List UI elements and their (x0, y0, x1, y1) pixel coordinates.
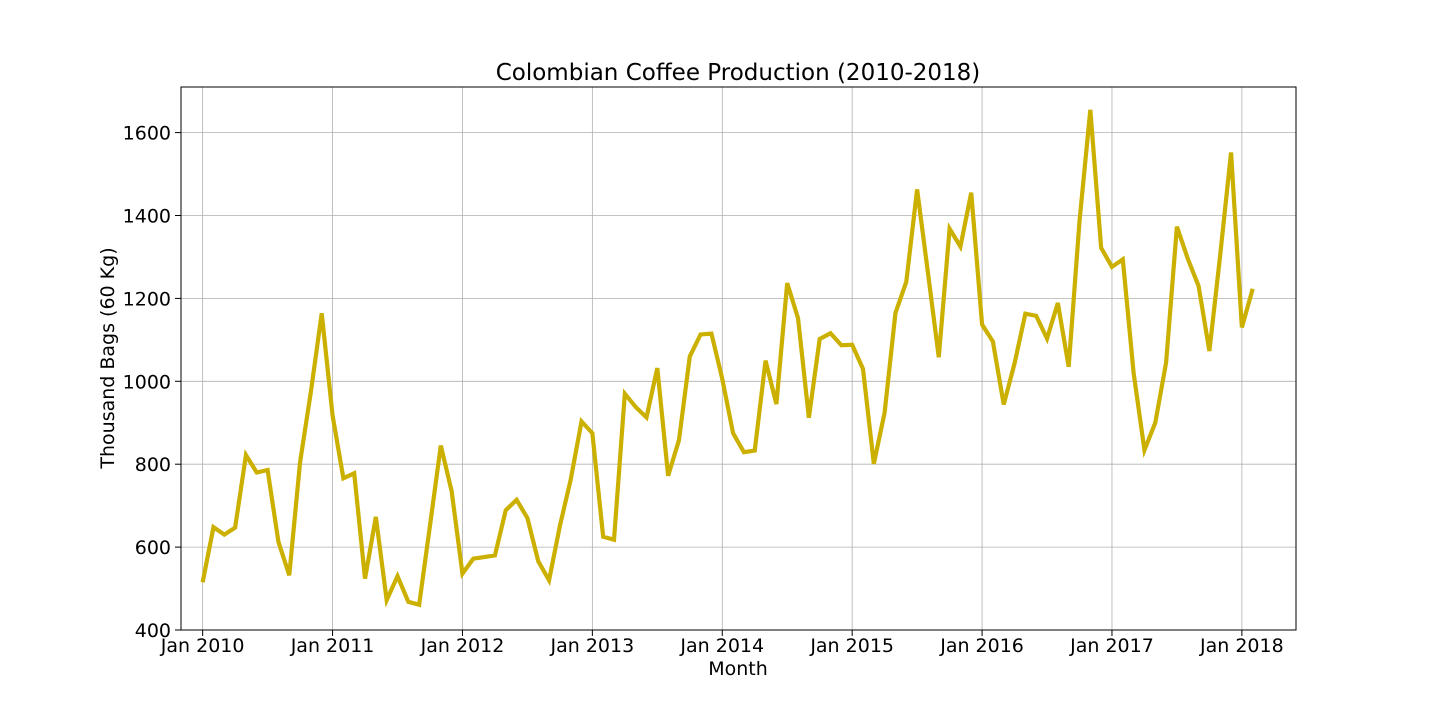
chart-title: Colombian Coffee Production (2010-2018) (496, 60, 981, 86)
y-axis-label: Thousand Bags (60 Kg) (97, 247, 119, 469)
y-tick-label: 1000 (123, 371, 171, 393)
y-tick-label: 1600 (123, 123, 171, 145)
x-tick-label: Jan 2016 (939, 635, 1024, 657)
plot-frame (180, 86, 1297, 631)
x-axis: Jan 2010 Jan 2011 Jan 2012 Jan 2013 Jan 2014… (160, 630, 1284, 657)
x-tick-label: Jan 2011 (290, 635, 375, 657)
x-tick-label: Jan 2017 (1069, 635, 1154, 657)
x-tick-label: Jan 2012 (420, 635, 505, 657)
x-tick-label: Jan 2013 (550, 635, 635, 657)
x-tick-label: Jan 2015 (809, 635, 894, 657)
series-group (200, 109, 1255, 608)
y-tick-label: 600 (135, 537, 171, 559)
y-tick-label: 1400 (123, 205, 171, 227)
y-tick-label: 400 (135, 620, 171, 642)
y-axis: 400 600 800 1000 1200 1400 1600 (123, 123, 181, 642)
y-tick-label: 800 (135, 454, 171, 476)
y-tick-label: 1200 (123, 288, 171, 310)
x-tick-label: Jan 2014 (679, 635, 764, 657)
x-axis-label: Month (708, 658, 768, 680)
x-tick-label: Jan 2010 (160, 635, 245, 657)
x-tick-label: Jan 2018 (1199, 635, 1284, 657)
series-line (200, 109, 1255, 608)
